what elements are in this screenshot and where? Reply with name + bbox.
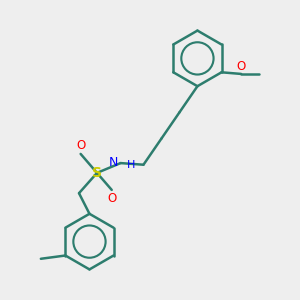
Text: H: H — [126, 160, 135, 170]
Text: N: N — [109, 156, 118, 169]
Text: O: O — [76, 139, 85, 152]
Text: O: O — [236, 60, 246, 73]
Text: S: S — [92, 166, 102, 180]
Text: O: O — [107, 192, 116, 205]
